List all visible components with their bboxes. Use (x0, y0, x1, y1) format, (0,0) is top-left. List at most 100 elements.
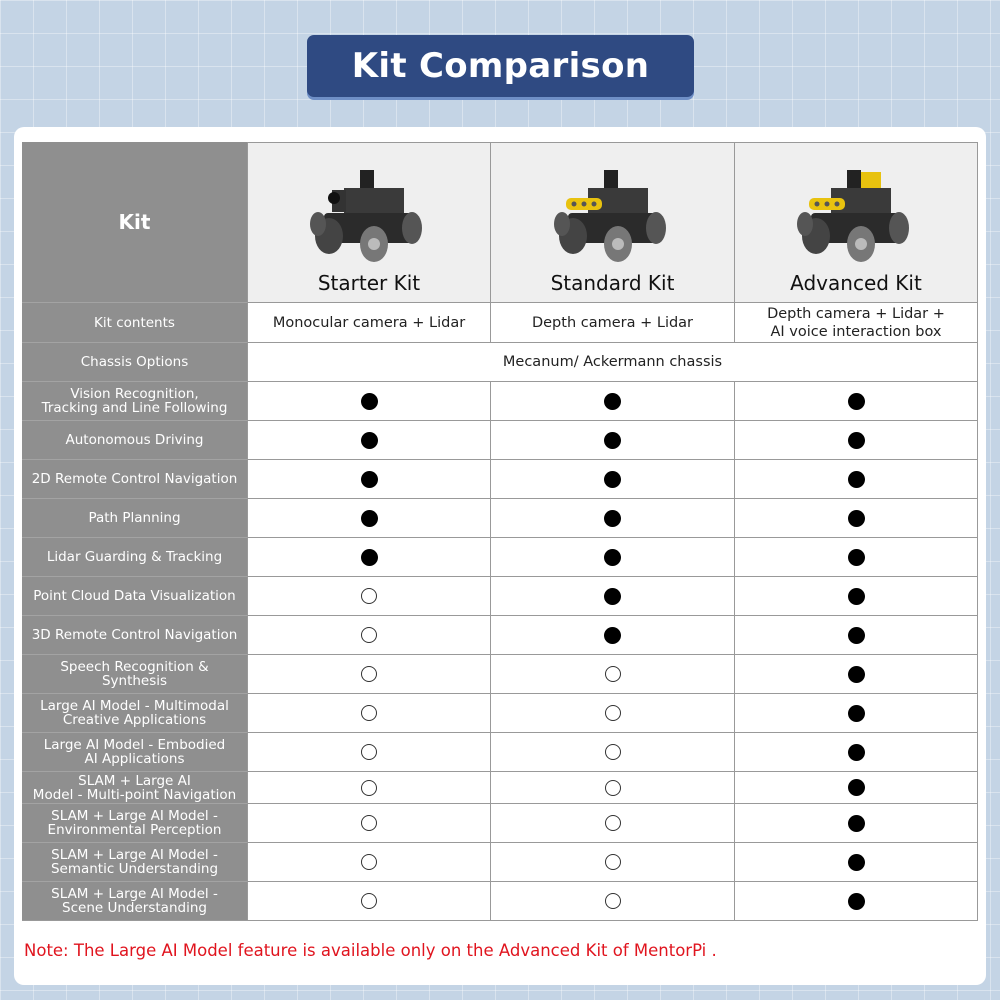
robot-kit-image (791, 168, 921, 268)
supported-filled-circle-icon (847, 392, 865, 410)
feature-cell (490, 459, 734, 498)
feature-cell (247, 459, 490, 498)
feature-cell (734, 537, 977, 576)
feature-cell (734, 732, 977, 771)
kit-contents-cell: Depth camera + Lidar (490, 302, 734, 342)
kit-contents-label: Kit contents (22, 302, 247, 342)
feature-cell (734, 498, 977, 537)
feature-cell (490, 537, 734, 576)
not-supported-empty-circle-icon (361, 666, 377, 682)
supported-filled-circle-icon (847, 509, 865, 527)
feature-cell (490, 576, 734, 615)
feature-cell (490, 420, 734, 459)
supported-filled-circle-icon (847, 665, 865, 683)
feature-cell (734, 842, 977, 881)
not-supported-empty-circle-icon (604, 854, 621, 870)
feature-cell (734, 381, 977, 420)
feature-cell (490, 842, 734, 881)
supported-filled-circle-icon (847, 626, 865, 644)
supported-filled-circle-icon (847, 814, 865, 832)
not-supported-empty-circle-icon (361, 779, 377, 796)
supported-filled-circle-icon (360, 431, 378, 449)
supported-filled-circle-icon (847, 853, 865, 871)
supported-filled-circle-icon (360, 392, 378, 410)
not-supported-empty-circle-icon (361, 627, 377, 643)
feature-cell (247, 498, 490, 537)
feature-label: Autonomous Driving (22, 420, 247, 459)
feature-cell (734, 771, 977, 803)
feature-cell (734, 693, 977, 732)
footnote: Note: The Large AI Model feature is avai… (24, 941, 717, 960)
feature-cell (734, 459, 977, 498)
feature-label: Path Planning (22, 498, 247, 537)
feature-cell (247, 803, 490, 842)
not-supported-empty-circle-icon (604, 666, 621, 682)
feature-label: Speech Recognition & Synthesis (22, 654, 247, 693)
feature-cell (734, 615, 977, 654)
kit-header-1: Starter Kit (247, 142, 490, 302)
not-supported-empty-circle-icon (361, 588, 377, 604)
supported-filled-circle-icon (847, 587, 865, 605)
feature-cell (490, 881, 734, 920)
kit-name: Standard Kit (550, 271, 675, 295)
feature-cell (247, 842, 490, 881)
feature-label: Large AI Model - Embodied AI Application… (22, 732, 247, 771)
robot-kit-image (548, 168, 678, 268)
supported-filled-circle-icon (604, 431, 621, 449)
feature-cell (247, 576, 490, 615)
feature-cell (247, 420, 490, 459)
feature-label: SLAM + Large AI Model - Environmental Pe… (22, 803, 247, 842)
feature-label: Lidar Guarding & Tracking (22, 537, 247, 576)
kit-name: Starter Kit (317, 271, 421, 295)
page-title: Kit Comparison (307, 35, 694, 97)
kit-name: Advanced Kit (790, 271, 922, 295)
supported-filled-circle-icon (604, 470, 621, 488)
supported-filled-circle-icon (847, 431, 865, 449)
not-supported-empty-circle-icon (361, 744, 377, 760)
feature-label: Large AI Model - Multimodal Creative App… (22, 693, 247, 732)
feature-label: SLAM + Large AI Model - Multi-point Navi… (22, 771, 247, 803)
feature-cell (734, 654, 977, 693)
not-supported-empty-circle-icon (604, 893, 621, 909)
not-supported-empty-circle-icon (604, 744, 621, 760)
feature-label: Vision Recognition, Tracking and Line Fo… (22, 381, 247, 420)
supported-filled-circle-icon (604, 392, 621, 410)
not-supported-empty-circle-icon (604, 705, 621, 721)
chassis-label: Chassis Options (22, 342, 247, 381)
feature-cell (247, 537, 490, 576)
supported-filled-circle-icon (847, 548, 865, 566)
robot-kit-image (304, 168, 434, 268)
kit-header-2: Standard Kit (490, 142, 734, 302)
feature-cell (490, 654, 734, 693)
supported-filled-circle-icon (604, 587, 621, 605)
feature-cell (247, 881, 490, 920)
feature-cell (490, 381, 734, 420)
feature-cell (490, 803, 734, 842)
kit-header-label: Kit (22, 142, 247, 302)
feature-label: Point Cloud Data Visualization (22, 576, 247, 615)
supported-filled-circle-icon (604, 548, 621, 566)
not-supported-empty-circle-icon (361, 815, 377, 831)
feature-cell (490, 771, 734, 803)
supported-filled-circle-icon (847, 779, 865, 796)
feature-cell (490, 615, 734, 654)
supported-filled-circle-icon (360, 470, 378, 488)
supported-filled-circle-icon (360, 548, 378, 566)
kit-contents-cell: Monocular camera + Lidar (247, 302, 490, 342)
supported-filled-circle-icon (360, 509, 378, 527)
feature-cell (247, 693, 490, 732)
feature-cell (734, 576, 977, 615)
feature-cell (247, 732, 490, 771)
supported-filled-circle-icon (847, 743, 865, 761)
feature-cell (247, 771, 490, 803)
not-supported-empty-circle-icon (604, 779, 621, 796)
feature-cell (734, 803, 977, 842)
supported-filled-circle-icon (847, 892, 865, 910)
not-supported-empty-circle-icon (604, 815, 621, 831)
feature-cell (734, 881, 977, 920)
feature-cell (247, 615, 490, 654)
feature-label: SLAM + Large AI Model - Scene Understand… (22, 881, 247, 920)
comparison-table: Kit Starter Kit Standard Kit Advanced Kit K… (22, 142, 978, 921)
supported-filled-circle-icon (604, 626, 621, 644)
supported-filled-circle-icon (847, 470, 865, 488)
